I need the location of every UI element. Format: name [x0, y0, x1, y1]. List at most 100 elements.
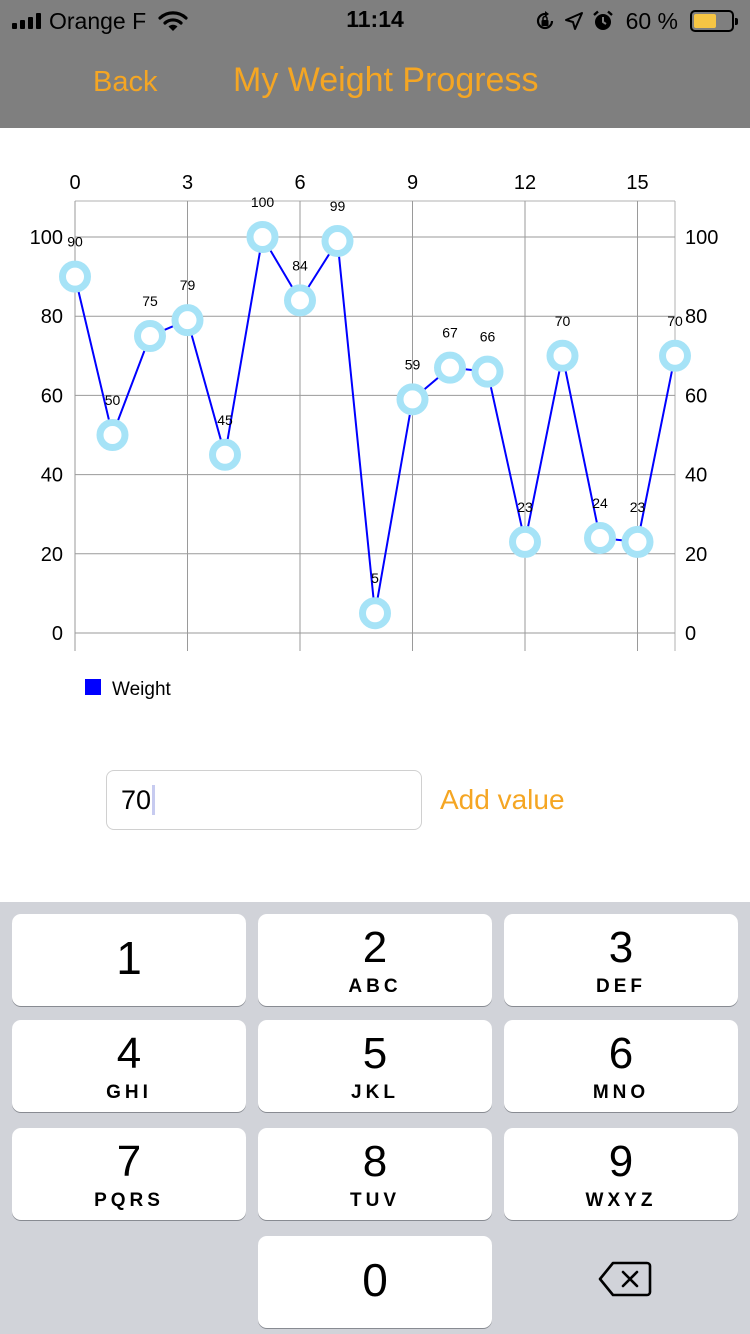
- legend-color-swatch: [85, 679, 101, 695]
- x-tick-label: 12: [514, 172, 536, 194]
- data-point: [509, 525, 541, 558]
- data-point: [209, 438, 241, 471]
- key-digit: 4: [116, 1029, 142, 1078]
- status-left: Orange F: [12, 6, 188, 36]
- data-label: 99: [330, 198, 346, 214]
- key-2[interactable]: 2 ABC: [258, 914, 492, 1006]
- data-point: [546, 339, 579, 372]
- data-point: [134, 320, 166, 352]
- x-tick-label: 9: [407, 172, 418, 194]
- signal-strength-icon: [12, 13, 41, 29]
- key-digit: 6: [608, 1029, 634, 1078]
- data-label: 70: [667, 313, 683, 329]
- y-tick-label-left: 100: [30, 227, 63, 249]
- weight-line-chart: 0 0 20 20 40 40 60 60 80 80 100 100 0 3 6 9 12 15 90 50 75 79…: [30, 172, 719, 700]
- y-tick-label-right: 60: [685, 385, 707, 407]
- battery-percentage: 60 %: [625, 7, 678, 34]
- status-time: 11:14: [346, 6, 404, 32]
- legend-label: Weight: [112, 679, 172, 700]
- y-tick-label-right: 40: [685, 465, 707, 487]
- data-point: [246, 221, 279, 253]
- page-title: My Weight Progress: [233, 61, 539, 99]
- data-point: [434, 351, 466, 384]
- key-digit: 9: [608, 1137, 634, 1186]
- key-digit: 0: [362, 1254, 388, 1306]
- y-tick-label-right: 100: [685, 227, 718, 249]
- data-label: 5: [371, 570, 379, 586]
- data-label: 84: [292, 257, 308, 273]
- data-point: [396, 383, 429, 416]
- x-tick-label: 3: [182, 172, 193, 194]
- key-digit: 2: [362, 923, 388, 972]
- data-label: 24: [592, 495, 608, 511]
- location-icon: [564, 12, 583, 30]
- wifi-icon: [158, 11, 188, 31]
- key-letters: PQRS: [94, 1190, 164, 1211]
- y-tick-label-left: 60: [41, 385, 63, 407]
- data-label: 90: [67, 234, 83, 250]
- battery-level: [694, 14, 716, 28]
- key-8[interactable]: 8 TUV: [258, 1128, 492, 1220]
- data-point: [321, 224, 354, 257]
- key-letters: TUV: [350, 1190, 400, 1211]
- data-point: [59, 260, 91, 293]
- data-label: 45: [217, 412, 233, 428]
- data-label: 67: [442, 325, 458, 341]
- key-4[interactable]: 4 GHI: [12, 1020, 246, 1112]
- y-tick-label-left: 20: [41, 544, 63, 566]
- data-label: 66: [480, 329, 496, 345]
- data-point: [659, 339, 691, 372]
- key-digit: 5: [362, 1029, 388, 1078]
- delete-key-icon[interactable]: [597, 1259, 653, 1299]
- data-label: 23: [517, 499, 533, 515]
- y-tick-label-left: 80: [41, 306, 63, 328]
- y-tick-label-right: 0: [685, 623, 696, 645]
- navigation-bar: Back My Weight Progress: [0, 40, 750, 128]
- data-label: 70: [555, 313, 571, 329]
- key-0[interactable]: 0: [258, 1236, 492, 1328]
- battery-tip: [735, 18, 738, 25]
- data-label: 50: [105, 392, 121, 408]
- key-letters: DEF: [596, 976, 646, 997]
- key-letters: JKL: [351, 1082, 399, 1103]
- data-point: [621, 525, 654, 558]
- weight-input[interactable]: 70: [106, 770, 422, 830]
- key-7[interactable]: 7 PQRS: [12, 1128, 246, 1220]
- key-digit: 8: [362, 1137, 388, 1186]
- weight-input-value: 70: [121, 784, 152, 815]
- weight-series-line: [74, 234, 676, 614]
- back-button[interactable]: Back: [93, 66, 158, 98]
- data-label: 75: [142, 293, 158, 309]
- y-tick-label-right: 20: [685, 544, 707, 566]
- key-6[interactable]: 6 MNO: [504, 1020, 738, 1112]
- key-9[interactable]: 9 WXYZ: [504, 1128, 738, 1220]
- carrier-name: Orange F: [49, 7, 147, 34]
- data-point: [96, 419, 129, 451]
- key-letters: ABC: [348, 976, 402, 997]
- y-tick-label-left: 0: [52, 623, 63, 645]
- add-value-button[interactable]: Add value: [440, 784, 565, 815]
- key-digit: 7: [116, 1137, 142, 1186]
- orientation-lock-icon: [536, 11, 553, 30]
- key-1[interactable]: 1: [12, 914, 246, 1006]
- data-label: 59: [405, 356, 421, 372]
- key-3[interactable]: 3 DEF: [504, 914, 738, 1006]
- y-tick-label-left: 40: [41, 465, 63, 487]
- key-digit: 3: [608, 923, 634, 972]
- x-tick-label: 6: [294, 172, 305, 194]
- data-label: 23: [630, 499, 646, 515]
- key-letters: WXYZ: [585, 1190, 657, 1211]
- key-digit: 1: [116, 932, 142, 984]
- battery-icon: [690, 10, 738, 32]
- data-point: [471, 355, 504, 388]
- alarm-icon: [592, 10, 613, 30]
- y-tick-label-right: 80: [685, 306, 707, 328]
- status-right: 60 %: [534, 6, 738, 36]
- data-point: [171, 304, 204, 337]
- data-point: [584, 521, 616, 554]
- data-point: [359, 597, 391, 630]
- x-tick-label: 15: [626, 172, 648, 194]
- key-letters: MNO: [592, 1082, 650, 1103]
- key-5[interactable]: 5 JKL: [258, 1020, 492, 1112]
- numeric-keypad: 1 2 ABC 3 DEF 4 GHI 5 JKL 6 MNO 7 PQRS 8…: [0, 902, 750, 1334]
